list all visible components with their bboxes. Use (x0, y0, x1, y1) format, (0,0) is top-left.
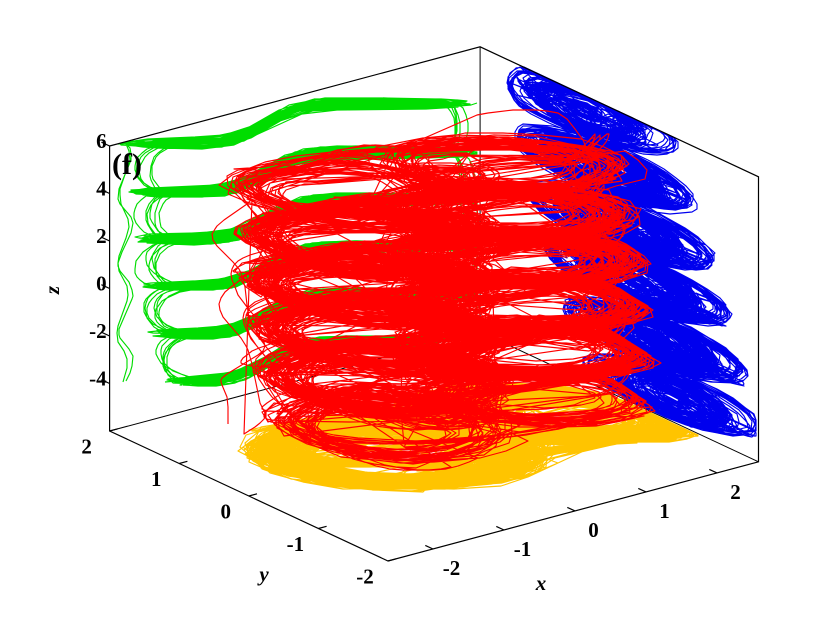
svg-text:4: 4 (96, 177, 107, 201)
svg-text:z: z (40, 285, 64, 295)
svg-text:0: 0 (588, 518, 599, 542)
svg-text:-1: -1 (514, 537, 532, 561)
svg-text:6: 6 (96, 129, 107, 153)
svg-text:x: x (535, 571, 547, 595)
svg-text:-2: -2 (443, 556, 461, 580)
svg-text:-2: -2 (89, 319, 107, 343)
svg-text:-1: -1 (287, 532, 305, 556)
svg-text:1: 1 (659, 499, 670, 523)
svg-text:2: 2 (730, 480, 741, 504)
svg-text:-4: -4 (89, 367, 107, 391)
svg-text:1: 1 (151, 467, 162, 491)
svg-text:2: 2 (81, 435, 92, 459)
svg-text:2: 2 (96, 224, 107, 248)
svg-text:(f): (f) (112, 148, 142, 181)
svg-text:0: 0 (221, 500, 232, 524)
svg-text:0: 0 (96, 272, 107, 296)
svg-text:-2: -2 (356, 565, 374, 589)
svg-text:y: y (256, 562, 269, 586)
